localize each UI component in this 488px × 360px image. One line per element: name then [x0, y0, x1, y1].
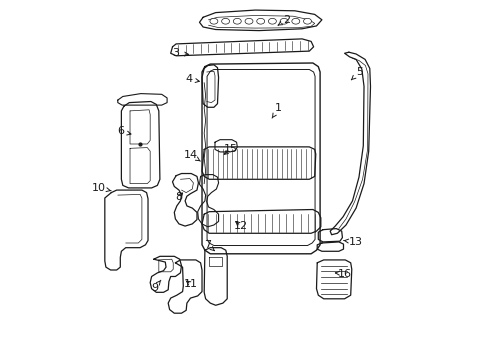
Polygon shape: [170, 39, 313, 56]
Polygon shape: [121, 102, 160, 188]
Polygon shape: [209, 257, 222, 266]
Ellipse shape: [256, 18, 264, 24]
Polygon shape: [204, 248, 227, 305]
Polygon shape: [329, 52, 370, 235]
Text: 6: 6: [117, 126, 131, 136]
Text: 2: 2: [278, 15, 290, 25]
Polygon shape: [202, 210, 320, 233]
Text: 12: 12: [233, 221, 247, 231]
Polygon shape: [172, 174, 198, 226]
Text: 16: 16: [335, 269, 351, 279]
Text: 1: 1: [271, 103, 282, 118]
Text: 3: 3: [172, 48, 188, 58]
Polygon shape: [318, 229, 342, 242]
Text: 11: 11: [184, 279, 198, 289]
Polygon shape: [202, 63, 320, 254]
Text: 10: 10: [92, 183, 111, 193]
Polygon shape: [316, 260, 351, 299]
Polygon shape: [199, 10, 321, 31]
Text: 14: 14: [183, 150, 200, 161]
Polygon shape: [202, 65, 218, 107]
Polygon shape: [197, 175, 218, 227]
Ellipse shape: [280, 18, 287, 24]
Polygon shape: [130, 148, 150, 184]
Text: 4: 4: [185, 74, 199, 84]
Text: 8: 8: [175, 192, 182, 202]
Ellipse shape: [268, 18, 276, 24]
Text: 15: 15: [224, 144, 237, 154]
Text: 13: 13: [343, 237, 363, 247]
Ellipse shape: [221, 18, 229, 24]
Text: 7: 7: [204, 240, 214, 251]
Ellipse shape: [303, 18, 311, 24]
Polygon shape: [317, 242, 343, 251]
Ellipse shape: [209, 18, 218, 24]
Text: 5: 5: [350, 67, 363, 80]
Text: 9: 9: [151, 280, 161, 293]
Ellipse shape: [244, 18, 252, 24]
Ellipse shape: [233, 18, 241, 24]
Polygon shape: [168, 260, 202, 313]
Polygon shape: [104, 190, 148, 270]
Polygon shape: [130, 110, 150, 144]
Polygon shape: [159, 259, 173, 272]
Polygon shape: [215, 140, 237, 152]
Ellipse shape: [291, 18, 299, 24]
Polygon shape: [202, 147, 315, 179]
Polygon shape: [150, 256, 181, 292]
Polygon shape: [118, 94, 167, 105]
